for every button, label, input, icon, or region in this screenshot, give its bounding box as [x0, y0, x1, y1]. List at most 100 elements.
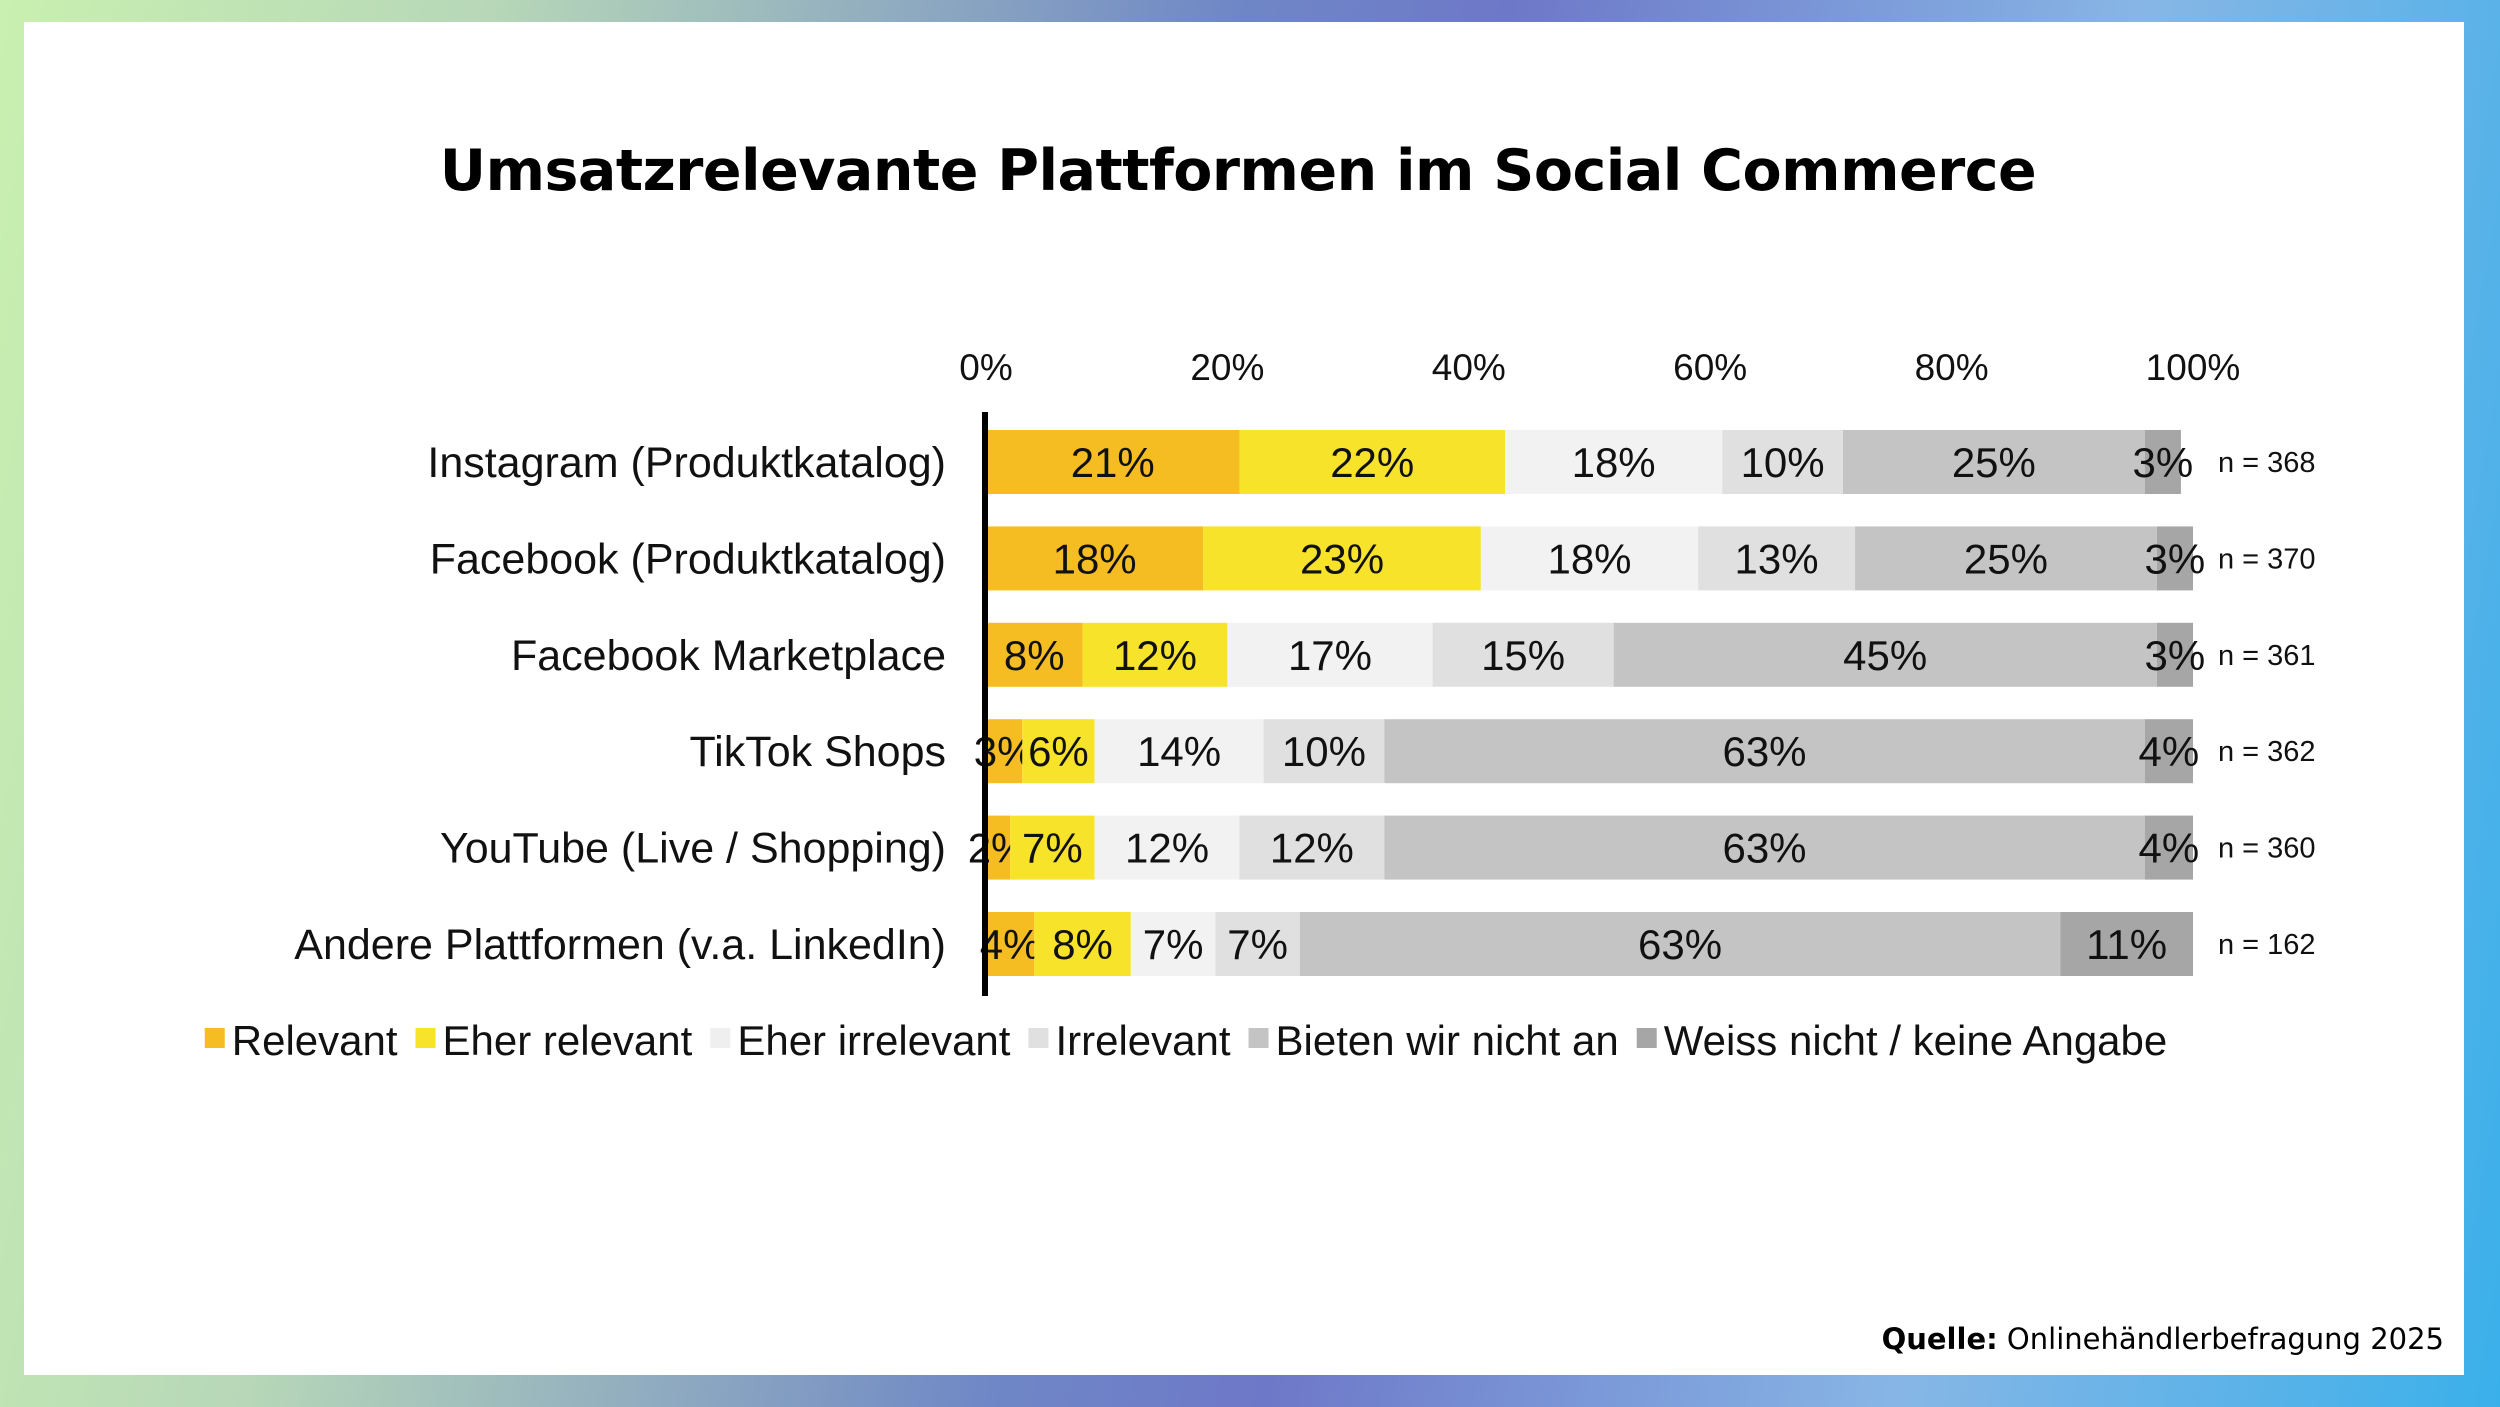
bar-segment-bieten-wir-nicht-an — [1384, 815, 2145, 880]
bar-value-label: 3% — [2145, 632, 2206, 679]
category-label: YouTube (Live / Shopping) — [440, 825, 946, 873]
bar-value-label: 63% — [1722, 825, 1806, 872]
x-tick-label: 80% — [1915, 347, 1989, 388]
bar-value-label: 18% — [1053, 535, 1137, 582]
bar-segment-bieten-wir-nicht-an — [1384, 719, 2145, 784]
legend-label: Eher irrelevant — [737, 1017, 1010, 1064]
bar-segment-irrelevant — [1263, 719, 1385, 784]
legend-label: Relevant — [232, 1017, 398, 1064]
bar-segment-irrelevant — [1215, 912, 1300, 976]
sample-size-label: n = 361 — [2218, 640, 2316, 672]
legend: Relevant Eher relevant Eher irrelevant Irre… — [204, 1017, 2168, 1064]
legend-label: Weiss nicht / keine Angabe — [1664, 1017, 2168, 1064]
bar-segment-irrelevant — [1722, 430, 1843, 494]
bar-value-label: 45% — [1843, 632, 1927, 679]
bar-segment-irrelevant — [1239, 815, 1385, 880]
legend-swatch — [204, 1028, 225, 1048]
bar-value-label: 3% — [2132, 439, 2193, 486]
bar-segment-eher-relevant — [1203, 526, 1481, 591]
bar-segment-eher-relevant — [1022, 719, 1095, 784]
bar-value-label: 7% — [1143, 921, 1204, 968]
category-label: Andere Plattformen (v.a. LinkedIn) — [294, 921, 946, 969]
legend-label: Irrelevant — [1055, 1017, 1230, 1064]
x-tick-label: 100% — [2146, 347, 2241, 388]
legend-label: Bieten wir nicht an — [1276, 1017, 1619, 1064]
legend-swatch — [415, 1028, 436, 1048]
category-label: Instagram (Produktkatalog) — [427, 439, 946, 487]
bar-segment-weiss-nicht-keine-angabe — [2144, 430, 2181, 494]
bar-segment-bieten-wir-nicht-an — [1842, 430, 2145, 494]
bar-segment-eher-irrelevant — [1505, 430, 1723, 494]
bar-segment-relevant — [986, 622, 1083, 687]
bar-segment-eher-irrelevant — [1227, 622, 1433, 687]
bar-segment-relevant — [986, 815, 1011, 880]
bar-value-label: 8% — [1052, 921, 1113, 968]
x-tick-label: 60% — [1673, 347, 1747, 388]
bar-value-label: 25% — [1952, 439, 2036, 486]
legend-label: Eher relevant — [443, 1017, 693, 1064]
bar-segment-eher-irrelevant — [1094, 719, 1264, 784]
bar-value-label: 15% — [1481, 632, 1565, 679]
bar-value-label: 12% — [1113, 632, 1197, 679]
bar-segment-eher-relevant — [1034, 912, 1131, 976]
bar-value-label: 6% — [1028, 728, 1089, 775]
bar-segment-eher-irrelevant — [1094, 815, 1240, 880]
sample-size-label: n = 368 — [2218, 447, 2316, 479]
bar-segment-eher-relevant — [1239, 430, 1506, 494]
legend-swatch — [710, 1028, 731, 1048]
bar-segment-eher-relevant — [1082, 622, 1228, 687]
bar-value-label: 13% — [1735, 535, 1819, 582]
legend-swatch — [1636, 1028, 1657, 1048]
bar-value-label: 8% — [1004, 632, 1065, 679]
bar-segment-weiss-nicht-keine-angabe — [2156, 526, 2193, 591]
category-label: Facebook (Produktkatalog) — [430, 535, 946, 583]
bar-segment-weiss-nicht-keine-angabe — [2144, 719, 2193, 784]
bar-value-label: 63% — [1722, 728, 1806, 775]
sample-size-label: n = 162 — [2218, 929, 2316, 961]
bar-segment-eher-irrelevant — [1480, 526, 1699, 591]
bar-segment-eher-irrelevant — [1130, 912, 1216, 976]
x-tick-label: 20% — [1190, 347, 1264, 388]
x-tick-label: 0% — [959, 347, 1012, 388]
bar-value-label: 4% — [2139, 825, 2200, 872]
bar-value-label: 14% — [1137, 728, 1221, 775]
bar-value-label: 25% — [1964, 535, 2048, 582]
bar-segment-weiss-nicht-keine-angabe — [2156, 622, 2193, 687]
sample-size-label: n = 360 — [2218, 833, 2316, 865]
bar-segment-weiss-nicht-keine-angabe — [2144, 815, 2193, 880]
bar-segment-bieten-wir-nicht-an — [1613, 622, 2157, 687]
bar-value-label: 12% — [1125, 825, 1209, 872]
bar-segment-bieten-wir-nicht-an — [1299, 912, 2061, 976]
sample-size-label: n = 370 — [2218, 543, 2316, 575]
bar-segment-relevant — [986, 430, 1240, 494]
legend-swatch — [1248, 1028, 1269, 1048]
source-label: Quelle: — [1881, 1322, 1998, 1356]
sample-size-label: n = 362 — [2218, 736, 2316, 768]
bar-value-label: 18% — [1572, 439, 1656, 486]
bar-value-label: 11% — [2086, 921, 2167, 968]
bar-value-label: 7% — [1227, 921, 1288, 968]
legend-swatch — [1028, 1028, 1049, 1048]
bar-segment-irrelevant — [1432, 622, 1614, 687]
bar-value-label: 10% — [1282, 728, 1366, 775]
bar-segment-irrelevant — [1698, 526, 1856, 591]
x-tick-label: 40% — [1432, 347, 1506, 388]
category-label: Facebook Marketplace — [511, 632, 946, 680]
bar-value-label: 4% — [980, 921, 1041, 968]
bar-value-label: 3% — [2145, 535, 2206, 582]
chart-title: Umsatzrelevante Plattformen im Social Co… — [439, 138, 2037, 204]
bar-value-label: 10% — [1741, 439, 1825, 486]
bar-value-label: 7% — [1022, 825, 1083, 872]
chart-card — [24, 22, 2464, 1375]
source-text: Onlinehändlerbefragung 2025 — [1997, 1322, 2444, 1356]
bar-segment-weiss-nicht-keine-angabe — [2060, 912, 2193, 976]
source-note: Quelle: Onlinehändlerbefragung 2025 — [1882, 1322, 2444, 1356]
bar-segment-bieten-wir-nicht-an — [1855, 526, 2157, 591]
bar-value-label: 23% — [1300, 535, 1384, 582]
bar-value-label: 4% — [2139, 728, 2200, 775]
bar-value-label: 21% — [1071, 439, 1155, 486]
bar-value-label: 12% — [1270, 825, 1354, 872]
bar-segment-eher-relevant — [1010, 815, 1095, 880]
category-label: TikTok Shops — [689, 728, 946, 776]
